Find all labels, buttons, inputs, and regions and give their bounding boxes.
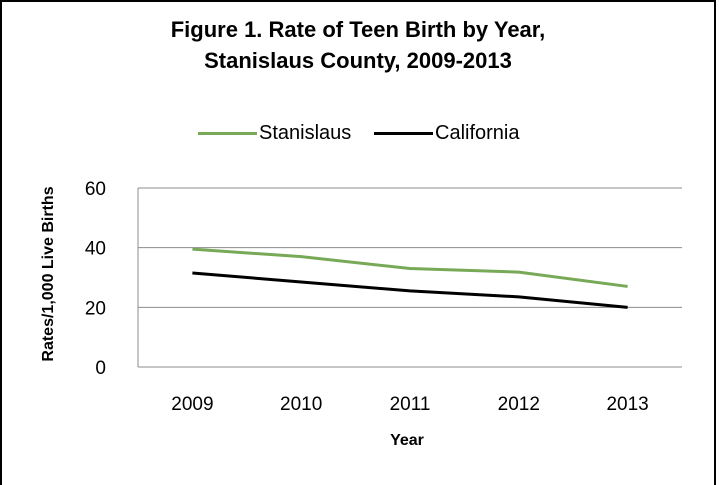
y-tick-label-60: 60 xyxy=(85,179,106,200)
x-axis-title: Year xyxy=(390,432,424,449)
y-tick-labels: 0 20 40 60 xyxy=(85,179,106,379)
x-tick-label-2012: 2012 xyxy=(498,394,540,415)
y-axis-title: Rates/1,000 Live Births xyxy=(40,186,57,361)
y-tick-label-40: 40 xyxy=(85,239,106,260)
x-tick-label-2013: 2013 xyxy=(606,394,648,415)
series-lines xyxy=(192,249,627,307)
x-tick-labels: 2009 2010 2011 2012 2013 xyxy=(171,394,648,415)
series-line-stanislaus xyxy=(192,249,627,286)
y-tick-label-0: 0 xyxy=(95,358,106,379)
x-tick-label-2010: 2010 xyxy=(280,394,322,415)
gridlines xyxy=(138,188,682,367)
y-tick-label-20: 20 xyxy=(85,298,106,319)
x-tick-label-2011: 2011 xyxy=(390,394,431,415)
x-tick-label-2009: 2009 xyxy=(171,394,213,415)
